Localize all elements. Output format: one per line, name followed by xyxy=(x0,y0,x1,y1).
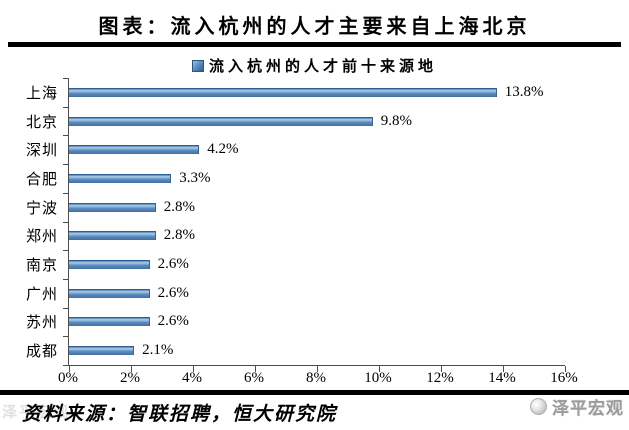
chart-legend: 流入杭州的人才前十来源地 xyxy=(0,55,629,76)
plot-area: 13.8% 9.8% 4.2% 3.3% 2.8% 2.8% 2.6% 2.6% 2.6% 2.1… xyxy=(63,78,566,372)
bar-row: 13.8% xyxy=(69,78,565,107)
y-axis-tick xyxy=(63,336,69,338)
brand-logo-icon xyxy=(530,398,547,415)
legend-label: 流入杭州的人才前十来源地 xyxy=(208,59,437,75)
y-axis-tick xyxy=(63,221,69,223)
bar xyxy=(69,260,150,270)
bar xyxy=(69,87,497,97)
y-axis-tick xyxy=(63,365,69,366)
category-label: 合肥 xyxy=(25,171,58,188)
category-label: 成都 xyxy=(25,344,58,361)
bar-row: 2.8% xyxy=(69,193,565,222)
bar-value-label: 2.6% xyxy=(157,284,189,301)
y-axis-tick xyxy=(63,250,69,252)
bar-row: 2.6% xyxy=(69,308,565,337)
x-axis-tick xyxy=(131,366,132,372)
x-tick-label: 12% xyxy=(426,370,454,386)
x-tick-label: 10% xyxy=(364,370,392,386)
category-label: 南京 xyxy=(25,258,58,275)
x-tick-label: 2% xyxy=(120,370,140,386)
y-axis-tick xyxy=(63,106,69,108)
x-axis-tick xyxy=(441,366,442,372)
x-tick-label: 8% xyxy=(306,370,326,386)
bar-row: 2.6% xyxy=(69,250,565,279)
page-title: 图表：流入杭州的人才主要来自上海北京 xyxy=(98,16,531,38)
x-tick-label: 0% xyxy=(58,370,78,386)
x-axis-tick xyxy=(317,366,318,372)
brand-name: 泽平宏观 xyxy=(552,399,624,418)
x-tick-label: 4% xyxy=(182,370,202,386)
x-tick-label: 16% xyxy=(550,370,578,386)
category-label: 上海 xyxy=(25,85,58,102)
x-axis-tick xyxy=(565,366,566,372)
y-axis-tick xyxy=(63,135,69,137)
x-axis-tick xyxy=(69,366,70,372)
bar-value-label: 2.8% xyxy=(163,198,196,215)
bar-rows: 13.8% 9.8% 4.2% 3.3% 2.8% 2.8% 2.6% 2.6% 2.6% 2.1… xyxy=(69,78,565,365)
bar xyxy=(69,317,150,327)
x-axis-tick xyxy=(255,366,256,372)
bar-value-label: 2.1% xyxy=(142,342,174,359)
bar-row: 3.3% xyxy=(69,164,565,193)
bar-row: 4.2% xyxy=(69,135,565,164)
bar-value-label: 2.6% xyxy=(157,313,189,330)
x-tick-label: 6% xyxy=(244,370,264,386)
category-label: 广州 xyxy=(25,286,58,303)
bar-value-label: 4.2% xyxy=(207,141,239,158)
bar-value-label: 2.6% xyxy=(157,256,189,273)
bar-value-label: 9.8% xyxy=(380,112,413,129)
category-label: 郑州 xyxy=(25,229,58,246)
legend-swatch-icon xyxy=(191,59,204,72)
category-label: 深圳 xyxy=(25,143,58,160)
category-label: 苏州 xyxy=(25,315,58,332)
bar xyxy=(69,231,156,241)
category-label: 宁波 xyxy=(25,200,58,217)
brand-watermark: 泽平宏观 xyxy=(530,394,624,419)
x-axis-labels: 0% 2% 4% 6% 8% 10% 12% 14% 16% xyxy=(58,370,578,388)
bar xyxy=(69,202,156,212)
bar xyxy=(69,288,150,298)
x-axis-tick xyxy=(503,366,504,372)
bar xyxy=(69,145,200,155)
y-axis-tick xyxy=(63,278,69,280)
title-divider xyxy=(8,42,621,47)
y-axis-tick xyxy=(63,192,69,194)
y-axis-tick xyxy=(63,164,69,166)
ghost-watermark: 泽平宏观 xyxy=(2,405,71,421)
x-axis-tick xyxy=(193,366,194,372)
bottom-divider xyxy=(0,390,629,395)
bar-value-label: 2.8% xyxy=(163,227,196,244)
x-axis-tick xyxy=(379,366,380,372)
bar xyxy=(69,346,135,356)
bar-row: 2.1% xyxy=(69,336,565,365)
y-axis-tick xyxy=(63,78,69,79)
category-label: 北京 xyxy=(25,114,58,131)
bar-row: 9.8% xyxy=(69,107,565,136)
source-note: 资料来源：智联招聘，恒大研究院 xyxy=(22,404,338,425)
x-tick-label: 14% xyxy=(488,370,516,386)
y-axis-tick xyxy=(63,307,69,309)
bar-row: 2.8% xyxy=(69,222,565,251)
bar-value-label: 3.3% xyxy=(179,169,211,186)
y-axis-labels: 上海北京深圳合肥宁波郑州南京广州苏州成都 xyxy=(0,78,58,365)
bar xyxy=(69,173,172,183)
bar-value-label: 13.8% xyxy=(504,83,544,100)
bar xyxy=(69,116,373,126)
bar-row: 2.6% xyxy=(69,279,565,308)
